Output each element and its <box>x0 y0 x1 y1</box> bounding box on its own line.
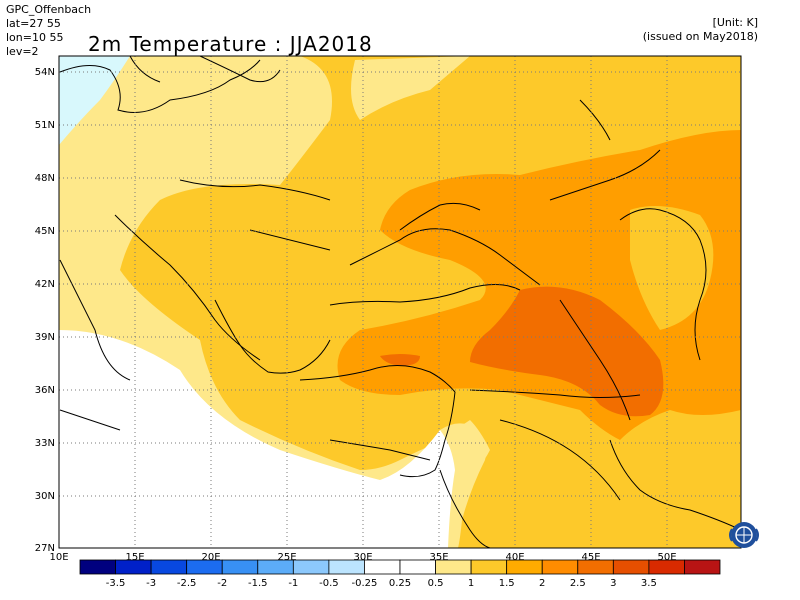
lat-axis: 54N 51N 48N 45N 42N 39N 36N 33N 30N 27N <box>35 67 55 554</box>
lat-label: 27N <box>35 543 55 554</box>
colorbar-swatch <box>292 559 330 575</box>
lat-label: 36N <box>35 385 55 396</box>
colorbar-tick-label: -3 <box>146 578 156 589</box>
lon-label: 50E <box>657 552 676 563</box>
colorbar-swatch <box>221 559 259 575</box>
coast-greece <box>214 299 331 374</box>
coast-baltic <box>129 56 281 83</box>
issued-label: (issued on May2018) <box>642 30 758 43</box>
coast-turkey-south <box>299 365 456 393</box>
colorbar-swatch <box>612 559 650 575</box>
colorbar-swatch <box>257 559 294 575</box>
lat-range-label: lat=27 55 <box>6 17 61 30</box>
coast-blacksea-north <box>349 228 541 286</box>
plot-frame <box>58 55 742 549</box>
lon-label: 35E <box>429 552 448 563</box>
wmo-emblem-laurel <box>729 528 759 542</box>
colorbar-swatch <box>115 559 152 575</box>
lat-label: 54N <box>35 67 55 78</box>
field-deep-region-2 <box>380 354 420 366</box>
colorbar-tick-label: -1.5 <box>248 578 268 589</box>
colorbar-swatch <box>186 559 223 575</box>
lon-label: 25E <box>277 552 296 563</box>
lat-label: 39N <box>35 332 55 343</box>
colorbar-tick-label: 3 <box>610 578 616 589</box>
lon-label: 45E <box>581 552 600 563</box>
lat-label: 33N <box>35 438 55 449</box>
map-title: 2m Temperature : JJA2018 <box>88 32 373 56</box>
colorbar: -3.5 -3 -2.5 -2 -1.5 -1 -0.5 -0.25 0.25 0.5 1 1.5 2 2… <box>79 559 721 589</box>
colorbar-tick-label: 1.5 <box>499 578 515 589</box>
lon-label: 30E <box>353 552 372 563</box>
unit-label: [Unit: K] <box>712 16 758 29</box>
lat-label: 48N <box>35 173 55 184</box>
colorbar-tick-label: -1 <box>288 578 298 589</box>
colorbar-tick-label: -0.25 <box>352 578 378 589</box>
colorbar-swatch <box>79 559 116 575</box>
colorbar-swatch <box>364 559 401 575</box>
lon-label: 15E <box>125 552 144 563</box>
colorbar-tick-label: 3.5 <box>641 578 657 589</box>
colorbar-tick-label: -2.5 <box>177 578 197 589</box>
colorbar-swatch <box>435 559 472 575</box>
coast-turkey-north <box>329 284 521 306</box>
colorbar-tick-label: 0.25 <box>389 578 411 589</box>
coast-adriatic <box>114 214 261 361</box>
colorbar-swatch <box>684 559 721 575</box>
graticule <box>59 56 741 548</box>
colorbar-swatch <box>648 559 685 575</box>
colorbar-tick-label: 1 <box>468 578 474 589</box>
coast-redsea <box>439 469 491 548</box>
lon-label: 40E <box>505 552 524 563</box>
coast-levant <box>399 391 456 478</box>
border-1 <box>179 179 331 251</box>
colorbar-swatch <box>506 559 543 575</box>
colorbar-tick-label: 2.5 <box>570 578 586 589</box>
coast-north <box>59 59 261 113</box>
temperature-field <box>59 56 741 548</box>
lat-label: 42N <box>35 279 55 290</box>
colorbar-swatch <box>399 559 436 575</box>
lon-axis: 10E 15E 20E 25E 30E 35E 40E 45E 50E <box>49 552 676 563</box>
field-white-south <box>59 330 460 548</box>
coast-crimea <box>399 202 481 231</box>
colorbar-swatch <box>541 559 579 575</box>
lon-label: 20E <box>201 552 220 563</box>
colorbar-tick-label: 0.5 <box>428 578 444 589</box>
colorbar-swatch <box>577 559 614 575</box>
border-2 <box>469 299 641 421</box>
unit-block: [Unit: K] (issued on May2018) <box>643 16 758 44</box>
colorbar-swatch <box>150 559 188 575</box>
coast-gulf <box>609 439 741 531</box>
level-label: lev=2 <box>6 45 39 58</box>
field-orange-pocket <box>630 206 714 330</box>
colorbar-tick-label: -0.5 <box>319 578 339 589</box>
colorbar-swatch <box>328 559 365 575</box>
lat-label: 51N <box>35 120 55 131</box>
lat-label: 30N <box>35 491 55 502</box>
field-light-region-3 <box>351 56 470 120</box>
colorbar-tick-label: -3.5 <box>106 578 126 589</box>
field-deep-region <box>470 286 664 417</box>
coastlines <box>59 56 741 548</box>
coast-caspian <box>619 208 707 361</box>
wmo-emblem-icon <box>729 522 759 548</box>
field-light-south <box>440 423 486 548</box>
source-label: GPC_Offenbach <box>6 3 92 16</box>
coast-italy <box>59 259 131 431</box>
colorbar-tick-label: -2 <box>217 578 227 589</box>
colorbar-tick-label: 2 <box>539 578 545 589</box>
lat-label: 45N <box>35 226 55 237</box>
border-3 <box>549 99 661 201</box>
lon-label: 10E <box>49 552 68 563</box>
lon-range-label: lon=10 55 <box>6 31 64 44</box>
field-cyan-region <box>59 56 130 145</box>
colorbar-swatch <box>470 559 508 575</box>
border-4 <box>499 419 621 501</box>
